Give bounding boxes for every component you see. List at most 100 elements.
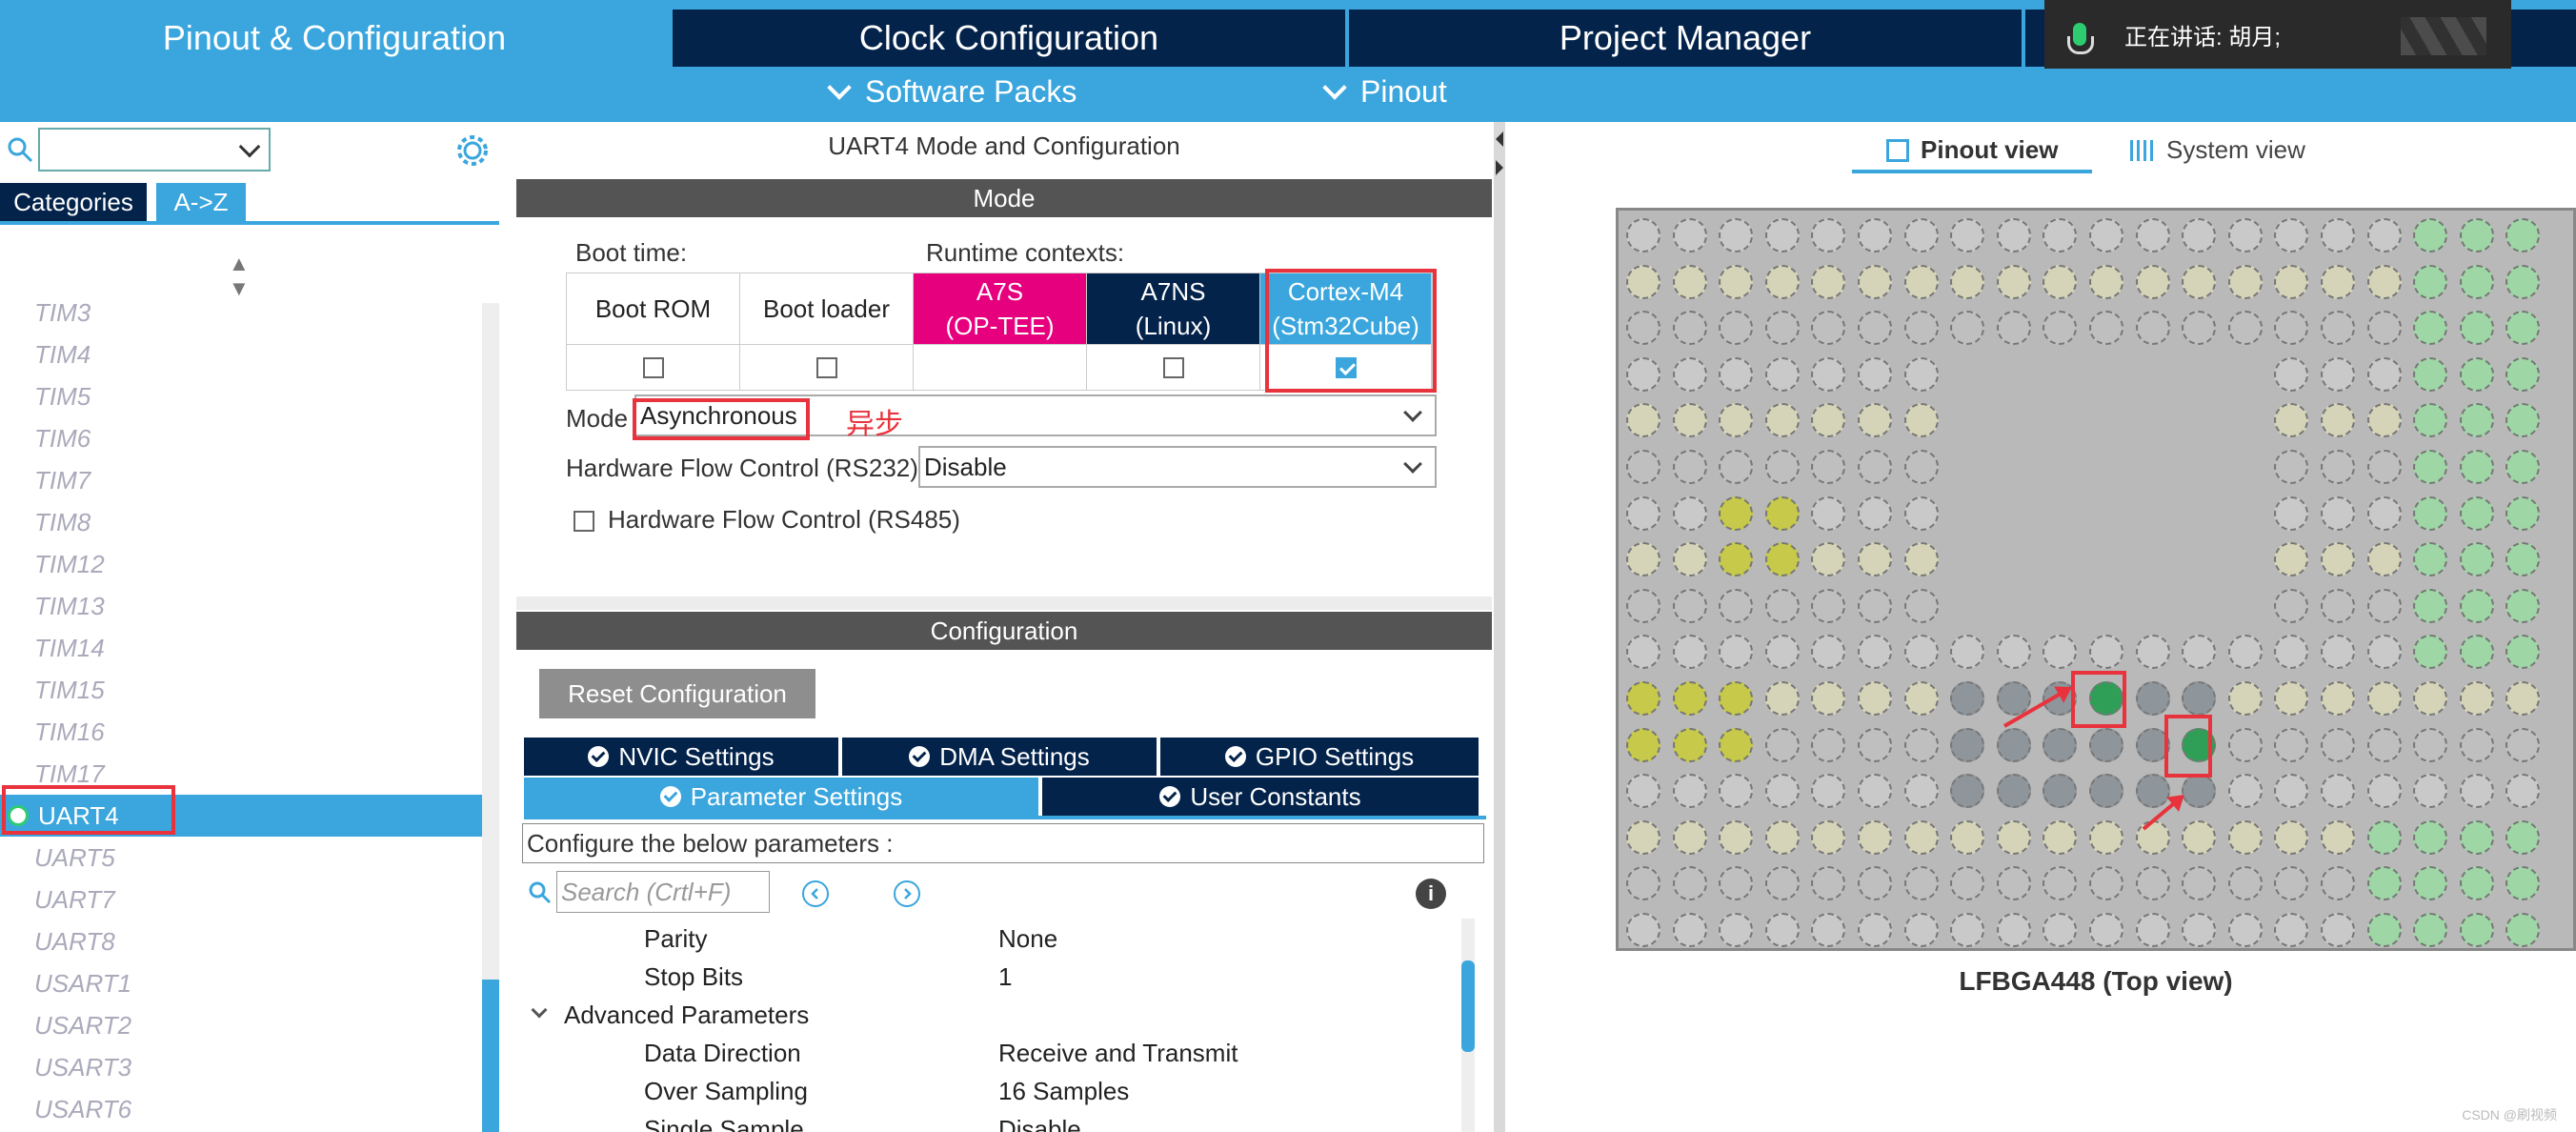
pin[interactable] (1672, 588, 1707, 623)
pin[interactable] (2459, 819, 2494, 855)
pin[interactable] (1811, 311, 1846, 346)
pin[interactable] (1950, 866, 1985, 901)
pin[interactable] (1672, 450, 1707, 484)
pin[interactable] (2227, 913, 2263, 947)
peripheral-item[interactable]: USART6 (0, 1088, 482, 1130)
pin[interactable] (2506, 819, 2541, 855)
pin[interactable] (2366, 635, 2402, 670)
tab-dma-settings[interactable]: DMA Settings (842, 738, 1157, 776)
reset-configuration-button[interactable]: Reset Configuration (539, 669, 815, 718)
pin[interactable] (1626, 403, 1660, 438)
pin[interactable] (1719, 727, 1754, 762)
pin[interactable] (2182, 311, 2217, 346)
pin[interactable] (2135, 635, 2170, 670)
pin[interactable] (2413, 495, 2448, 531)
context-checkbox[interactable] (815, 356, 837, 378)
pin[interactable] (2321, 635, 2355, 670)
pin[interactable] (2366, 403, 2402, 438)
pin[interactable] (1811, 681, 1846, 716)
pin[interactable] (1996, 635, 2031, 670)
pin[interactable] (2089, 635, 2123, 670)
pin[interactable] (2366, 450, 2402, 484)
pin[interactable] (1672, 542, 1707, 577)
pin[interactable] (2182, 819, 2217, 855)
peripheral-scrollbar[interactable] (482, 303, 499, 1132)
context-checkbox[interactable] (1162, 356, 1184, 378)
pin[interactable] (2274, 913, 2309, 947)
pin[interactable] (1764, 819, 1800, 855)
pin[interactable] (2227, 866, 2263, 901)
pin[interactable] (1626, 588, 1660, 623)
parameter-row[interactable]: Data Direction Receive and Transmit (516, 1039, 1469, 1077)
pin[interactable] (2274, 588, 2309, 623)
pin[interactable] (2135, 311, 2170, 346)
pin[interactable] (2089, 681, 2123, 716)
peripheral-item[interactable]: USART1 (0, 962, 482, 1004)
tab-pinout-view[interactable]: Pinout view (1886, 135, 2058, 165)
pin[interactable] (1626, 819, 1660, 855)
pin[interactable] (2227, 311, 2263, 346)
peripheral-item[interactable]: USART2 (0, 1004, 482, 1046)
pin[interactable] (2413, 542, 2448, 577)
pin[interactable] (2321, 774, 2355, 809)
pin[interactable] (2274, 819, 2309, 855)
pin[interactable] (1626, 866, 1660, 901)
pin[interactable] (2227, 727, 2263, 762)
pin[interactable] (1903, 311, 1939, 346)
pin[interactable] (1764, 588, 1800, 623)
tab-project-manager[interactable]: Project Manager (1349, 10, 2022, 67)
pin[interactable] (1858, 495, 1892, 531)
peripheral-item[interactable]: TIM16 (0, 711, 482, 753)
pin[interactable] (2089, 866, 2123, 901)
pin[interactable] (1672, 774, 1707, 809)
pin[interactable] (1996, 913, 2031, 947)
pin[interactable] (1811, 819, 1846, 855)
pin[interactable] (1764, 450, 1800, 484)
pin[interactable] (2459, 913, 2494, 947)
pin[interactable] (2413, 588, 2448, 623)
pin[interactable] (2321, 311, 2355, 346)
chip-package-view[interactable] (1616, 208, 2576, 951)
tab-gpio-settings[interactable]: GPIO Settings (1160, 738, 1479, 776)
pin[interactable] (1858, 218, 1892, 253)
pin[interactable] (1996, 727, 2031, 762)
pin[interactable] (1903, 635, 1939, 670)
pin[interactable] (2227, 819, 2263, 855)
pin[interactable] (2321, 218, 2355, 253)
pin[interactable] (1858, 264, 1892, 299)
pin[interactable] (1764, 866, 1800, 901)
parameter-row[interactable]: Over Sampling 16 Samples (516, 1077, 1469, 1115)
pin[interactable] (1672, 403, 1707, 438)
pin[interactable] (2366, 542, 2402, 577)
pin[interactable] (2459, 403, 2494, 438)
pin[interactable] (2366, 681, 2402, 716)
pin[interactable] (2459, 356, 2494, 392)
pin[interactable] (2366, 588, 2402, 623)
parameter-group[interactable]: Advanced Parameters (516, 1001, 1469, 1039)
pin[interactable] (1626, 218, 1660, 253)
pinout-menu[interactable]: Pinout (1322, 74, 1447, 110)
pin[interactable] (1764, 264, 1800, 299)
pin[interactable] (2413, 635, 2448, 670)
peripheral-item[interactable]: UART4 (0, 795, 482, 837)
pin[interactable] (1764, 495, 1800, 531)
pin[interactable] (1764, 218, 1800, 253)
pin[interactable] (1811, 635, 1846, 670)
pin[interactable] (2135, 866, 2170, 901)
pin[interactable] (2413, 866, 2448, 901)
pin[interactable] (1626, 542, 1660, 577)
hw-flow-rs485-checkbox[interactable] (574, 511, 594, 532)
pin[interactable] (2413, 819, 2448, 855)
pin[interactable] (2043, 635, 2078, 670)
pin[interactable] (2506, 218, 2541, 253)
parameter-row[interactable]: Stop Bits 1 (516, 962, 1469, 1001)
pin[interactable] (2274, 866, 2309, 901)
pin[interactable] (1950, 727, 1985, 762)
pin[interactable] (2274, 635, 2309, 670)
pin[interactable] (2321, 913, 2355, 947)
previous-match-button[interactable] (802, 880, 829, 907)
peripheral-item[interactable]: TIM13 (0, 585, 482, 627)
pin[interactable] (2043, 311, 2078, 346)
pin[interactable] (2321, 588, 2355, 623)
sort-arrow-icon[interactable]: ▲ ▼ (229, 252, 250, 300)
